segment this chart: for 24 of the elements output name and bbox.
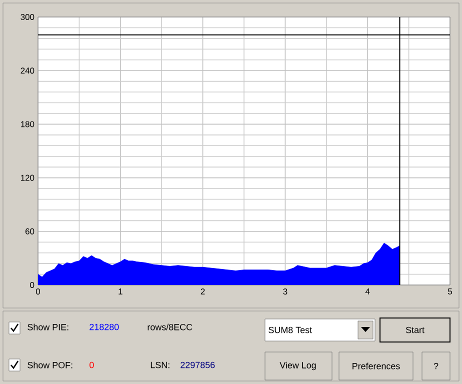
y-tick-label: 60 bbox=[26, 228, 34, 234]
x-tick-label: 3 bbox=[283, 288, 288, 295]
text: 0 bbox=[90, 362, 94, 368]
text: View Log bbox=[280, 362, 316, 370]
text: Start bbox=[406, 326, 424, 334]
x-tick-label: 2 bbox=[200, 288, 205, 294]
y-tick-label: 120 bbox=[20, 174, 34, 181]
y-tick-label: 240 bbox=[20, 68, 34, 74]
text: Preferences bbox=[352, 362, 400, 370]
text: LSN: bbox=[150, 362, 170, 368]
y-tick-label: 0 bbox=[30, 282, 34, 288]
text: Show PIE: bbox=[28, 324, 68, 330]
text: 2297856 bbox=[180, 362, 215, 368]
y-tick-label: 180 bbox=[20, 121, 34, 128]
text: SUM8 Test bbox=[268, 326, 312, 334]
x-tick-label: 5 bbox=[448, 288, 452, 294]
x-tick-label: 0 bbox=[36, 288, 40, 295]
text: Show POF: bbox=[28, 362, 72, 368]
y-tick-label: 300 bbox=[20, 14, 34, 20]
text: ? bbox=[434, 362, 438, 370]
x-tick-label: 1 bbox=[118, 288, 122, 294]
text: 218280 bbox=[90, 324, 119, 330]
x-tick-label: 4 bbox=[365, 288, 370, 294]
text: rows/8ECC bbox=[148, 324, 192, 330]
